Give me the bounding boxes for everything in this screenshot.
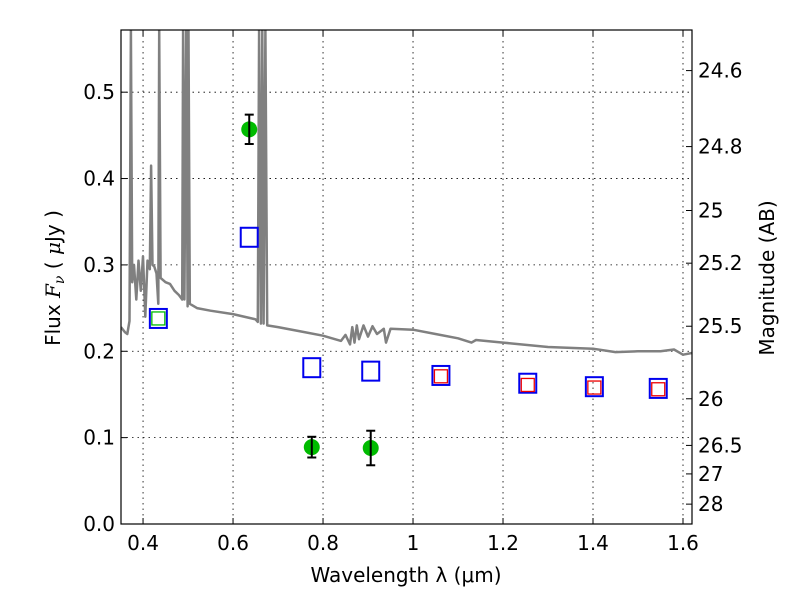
y2-tick-label: 25.5 [698, 314, 743, 338]
y2-tick-label: 26.5 [698, 433, 743, 457]
plot-frame [120, 29, 693, 525]
x-axis-label: Wavelength λ (μm) [310, 563, 501, 587]
x-tick-label: 0.4 [127, 531, 159, 555]
y2-tick-label: 24.8 [698, 135, 743, 159]
model-point-marker [239, 226, 259, 248]
y2-tick-label: 25 [698, 199, 723, 223]
inner-point-marker [651, 382, 666, 397]
y-label-part-flux: Flux [41, 298, 65, 346]
y2-axis-label: Magnitude (AB) [755, 200, 779, 355]
model-point-marker [648, 377, 668, 399]
y-label-part-paren: ( [41, 255, 65, 276]
y-tick-label: 0.1 [83, 426, 115, 450]
y-label-part-nu: ν [52, 275, 68, 284]
y2-tick-label: 25.2 [698, 251, 743, 275]
y2-tick-labels: 24.6 24.8 25 25.2 25.5 26 26.5 27 28 [698, 59, 743, 517]
inner-point-marker [587, 380, 602, 395]
y2-tick-label: 26 [698, 387, 723, 411]
inner-point-marker [520, 377, 535, 393]
model-point-marker [302, 357, 322, 379]
spectrum-line [121, 30, 692, 356]
model-point-marker [361, 360, 381, 382]
model-point-marker [148, 307, 168, 329]
y-axis-label: Flux Fν ( μJy ) [41, 210, 68, 346]
y-tick-label: 0.3 [83, 253, 115, 277]
ticks-layer [121, 30, 692, 525]
y2-tick-label: 28 [698, 492, 723, 516]
x-tick-label: 1 [407, 531, 420, 555]
x-tick-labels: 0.4 0.6 0.8 1 1.2 1.4 1.6 [127, 531, 699, 555]
inner-point-marker [433, 369, 449, 384]
spectrum-layer [121, 30, 692, 356]
x-tick-label: 1.2 [487, 531, 519, 555]
y-tick-label: 0.5 [83, 80, 115, 104]
y-tick-label: 0.0 [83, 512, 115, 536]
y2-tick-label: 24.6 [698, 59, 743, 83]
model-point-marker [518, 372, 538, 394]
model-point-marker [431, 364, 451, 386]
y-label-part-mu: μ [41, 242, 65, 255]
y-tick-labels: 0.0 0.1 0.2 0.3 0.4 0.5 [83, 80, 115, 536]
x-tick-label: 0.8 [307, 531, 339, 555]
model-point-marker [584, 376, 604, 398]
y-label-part-unit: Jy ) [41, 210, 65, 244]
x-tick-label: 1.6 [667, 531, 699, 555]
markers-layer [148, 113, 668, 467]
y-tick-label: 0.2 [83, 339, 115, 363]
y2-tick-label: 27 [698, 462, 723, 486]
x-tick-label: 1.4 [577, 531, 609, 555]
y-tick-label: 0.4 [83, 167, 115, 191]
inner-point-marker [151, 311, 166, 326]
x-tick-label: 0.6 [217, 531, 249, 555]
grid-lines [121, 30, 692, 525]
y-label-part-f: F [41, 283, 65, 299]
